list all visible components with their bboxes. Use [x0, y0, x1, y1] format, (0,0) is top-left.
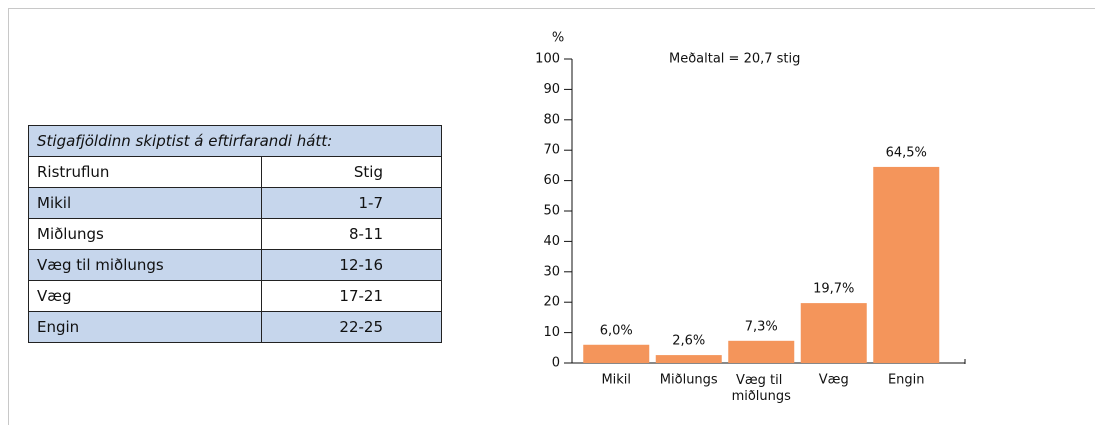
y-tick-label: 0	[552, 356, 560, 371]
table-cell: Miðlungs	[27, 218, 263, 250]
bar	[655, 355, 722, 363]
bar	[583, 344, 650, 363]
x-tick-label: Engin	[888, 373, 925, 388]
data-label: 7,3%	[745, 319, 778, 334]
y-tick-label: 10	[543, 325, 560, 340]
table-row: Mikil 1-7	[27, 187, 442, 219]
table-row: Væg 17-21	[27, 280, 442, 312]
table-cell: 12-16	[261, 249, 442, 281]
y-tick-label: 50	[543, 204, 560, 219]
y-tick-label: 100	[535, 52, 560, 67]
table-cell: 8-11	[261, 218, 442, 250]
annotation: Meðaltal = 20,7 stig	[669, 52, 800, 67]
y-tick-label: 40	[543, 234, 560, 249]
table-row: Engin 22-25	[27, 311, 442, 343]
table-row: Miðlungs 8-11	[27, 218, 442, 250]
table-cell: Væg	[27, 280, 263, 312]
bar	[873, 166, 940, 363]
x-tick-label: Væg	[819, 373, 849, 388]
score-table: Stigafjöldinn skiptist á eftirfarandi há…	[27, 125, 442, 343]
y-tick-label: 30	[543, 264, 560, 279]
data-label: 19,7%	[813, 282, 854, 297]
x-tick-label: Væg til miðlungs	[732, 373, 792, 404]
table-cell: Mikil	[27, 187, 263, 219]
x-tick-label: Miðlungs	[660, 373, 718, 388]
y-tick-label: 70	[543, 143, 560, 158]
bar	[800, 303, 867, 363]
table-title: Stigafjöldinn skiptist á eftirfarandi há…	[28, 125, 442, 157]
header-cell: Ristruflun	[27, 156, 263, 188]
bar	[728, 340, 795, 363]
table-row: Væg til miðlungs 12-16	[27, 249, 442, 281]
y-tick-label: 20	[543, 295, 560, 310]
table-cell: 22-25	[261, 311, 442, 343]
y-tick-label: 80	[543, 112, 560, 127]
table-cell: 1-7	[261, 187, 442, 219]
x-tick-label: Mikil	[601, 373, 631, 388]
data-label: 2,6%	[672, 334, 705, 349]
table-cell: Væg til miðlungs	[27, 249, 263, 281]
y-axis-label: %	[552, 31, 564, 46]
y-tick-label: 60	[543, 173, 560, 188]
frame	[8, 8, 1095, 425]
table-cell: Engin	[27, 311, 263, 343]
table-cell: 17-21	[261, 280, 442, 312]
y-tick-label: 90	[543, 82, 560, 97]
data-label: 6,0%	[600, 323, 633, 338]
data-label: 64,5%	[886, 145, 927, 160]
